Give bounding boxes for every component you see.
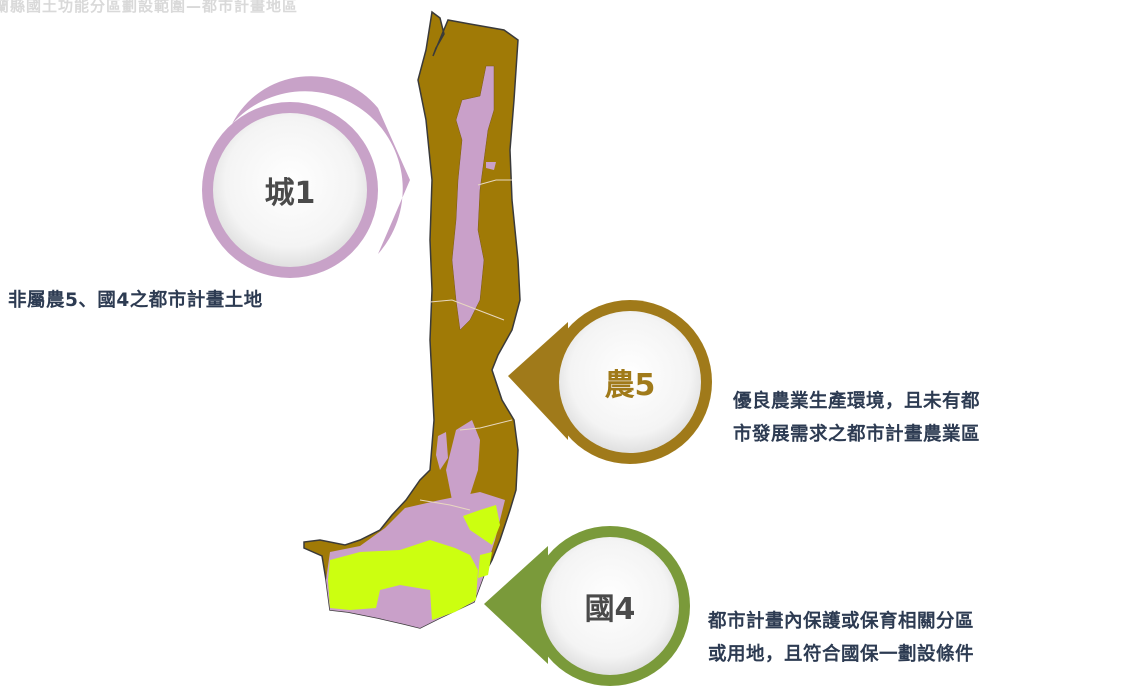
callout-conserv bbox=[484, 526, 690, 686]
conservation-zone-b bbox=[328, 540, 478, 620]
description-line: 都市計畫內保護或保育相關分區 bbox=[708, 611, 975, 632]
description-line: 優良農業生產環境，且未有都 bbox=[733, 391, 981, 412]
callout-urban bbox=[202, 76, 410, 278]
conservation-zone-a bbox=[463, 505, 500, 545]
road-line bbox=[429, 299, 505, 321]
callout-urban-inner bbox=[213, 113, 367, 267]
conservation-zone-c bbox=[478, 552, 492, 578]
urban-zone-left-strip bbox=[436, 432, 448, 470]
callout-conserv-pointer bbox=[484, 546, 548, 664]
description-line: 或用地，且符合國保一劃設條件 bbox=[708, 644, 975, 665]
conserv-zone-description: 都市計畫內保護或保育相關分區 或用地，且符合國保一劃設條件 bbox=[708, 605, 974, 671]
callout-conserv-inner bbox=[541, 537, 679, 675]
urban-zone-description: 非屬農5、國4之都市計畫土地 bbox=[8, 284, 263, 317]
urban-zone-bump bbox=[486, 162, 496, 170]
road-line bbox=[419, 499, 471, 511]
page-title: 宜蘭縣國土功能分區劃設範圍—都市計畫地區 bbox=[0, 0, 299, 15]
urban-zone-mid bbox=[446, 420, 480, 500]
callout-agri-pointer bbox=[508, 322, 568, 440]
description-line: 市發展需求之都市計畫農業區 bbox=[733, 424, 981, 445]
description-line: 非屬農5、國4之都市計畫土地 bbox=[8, 290, 263, 311]
agri-zone-description: 優良農業生產環境，且未有都 市發展需求之都市計畫農業區 bbox=[733, 385, 980, 451]
urban-zone-label: 城1 bbox=[264, 176, 316, 211]
urban-zone-main bbox=[451, 65, 495, 331]
conserv-zone-label: 國4 bbox=[584, 592, 636, 627]
road-line bbox=[459, 419, 513, 431]
callout-agri-inner bbox=[559, 311, 701, 453]
road-line bbox=[477, 179, 512, 186]
callout-agri bbox=[508, 300, 712, 464]
agri-zone-label: 農5 bbox=[604, 368, 656, 403]
district-map bbox=[303, 10, 521, 629]
